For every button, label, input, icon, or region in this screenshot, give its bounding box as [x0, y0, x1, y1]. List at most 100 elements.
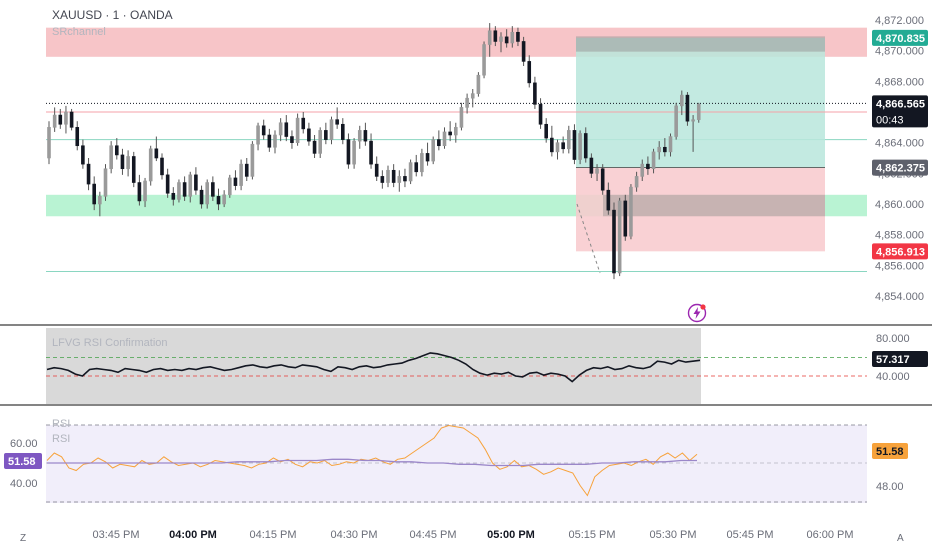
- position-path: [576, 203, 601, 274]
- entry-price-tag-bg[interactable]: [872, 159, 928, 176]
- candle-body: [64, 111, 68, 125]
- candle-body: [346, 139, 351, 165]
- candle-body: [177, 182, 181, 200]
- rsi-left-tick-40: 40.00: [10, 478, 38, 490]
- candle-body: [211, 182, 215, 197]
- rsi-label-2[interactable]: RSI: [52, 433, 71, 445]
- srchannel-label[interactable]: SRchannel: [52, 26, 106, 38]
- candle-body: [357, 130, 362, 142]
- candle-body: [75, 127, 80, 147]
- candle-body: [437, 139, 441, 147]
- time-label: 04:00 PM: [169, 529, 217, 541]
- timezone-button[interactable]: Z: [20, 533, 26, 544]
- stop-price-tag[interactable]: 4,856.913: [876, 246, 925, 258]
- time-label: 05:30 PM: [649, 529, 696, 541]
- price-tick: 4,856.000: [875, 260, 924, 272]
- candle-body: [651, 151, 656, 170]
- candle-body: [165, 174, 170, 194]
- rsi-label-1[interactable]: RSI: [52, 418, 71, 430]
- time-label: 05:45 PM: [726, 529, 773, 541]
- candle-body: [216, 196, 221, 205]
- stop-price-tag-bg[interactable]: [872, 243, 928, 260]
- candle-body: [194, 174, 198, 191]
- candle-body: [160, 157, 164, 176]
- price-tick: 4,870.000: [875, 46, 924, 58]
- candle-body: [171, 192, 176, 200]
- candle-body: [233, 177, 238, 186]
- position-target-zone[interactable]: [576, 37, 825, 168]
- rsi-right-value[interactable]: 51.58: [876, 446, 904, 458]
- current-price-tag[interactable]: 4,866.565: [876, 98, 925, 110]
- rsi-left-value[interactable]: 51.58: [8, 456, 36, 468]
- auto-scale-button[interactable]: A: [897, 533, 904, 544]
- candle-body: [290, 136, 294, 143]
- candle-body: [521, 41, 526, 62]
- rsi-right-tick: 48.00: [876, 481, 904, 493]
- lfvg-value-tag[interactable]: 57.317: [876, 354, 910, 366]
- entry-price-tag[interactable]: 4,862.375: [876, 163, 925, 175]
- candle-body: [629, 186, 633, 237]
- candle-body: [555, 142, 560, 153]
- candle-body: [340, 123, 345, 140]
- candle-body: [228, 177, 232, 196]
- candle-body: [691, 119, 695, 122]
- candle-body: [640, 163, 645, 177]
- candle-body: [98, 196, 102, 205]
- candle-body: [470, 93, 475, 99]
- candle-body: [92, 183, 96, 205]
- alert-bolt-icon[interactable]: [687, 303, 707, 323]
- candle-body: [420, 153, 424, 173]
- rsi-right-value-bg[interactable]: [872, 443, 908, 459]
- candle-body: [453, 127, 458, 136]
- candle-body: [578, 133, 582, 160]
- candle-body: [459, 107, 464, 128]
- candle-body: [685, 94, 690, 122]
- candle-body: [205, 182, 209, 205]
- lfvg-value-tag-bg[interactable]: [872, 351, 928, 367]
- candle-body: [442, 131, 447, 147]
- price-tick: 4,854.000: [875, 291, 924, 303]
- target-price-tag[interactable]: 4,870.835: [876, 33, 925, 45]
- position-overlap-shade: [603, 194, 825, 217]
- lfvg-panel-bg: [46, 328, 701, 404]
- candle-body: [617, 200, 622, 274]
- candle-body: [386, 169, 390, 183]
- candle-body: [696, 104, 701, 120]
- candle-body: [244, 163, 249, 177]
- candle-body: [69, 111, 74, 128]
- rsi-left-value-bg[interactable]: [4, 453, 42, 469]
- candle-body: [329, 119, 334, 140]
- candle-body: [109, 145, 113, 170]
- lfvg-rsi-label[interactable]: LFVG RSI Confirmation: [52, 337, 168, 349]
- candle-body: [566, 130, 571, 150]
- candle-body: [403, 176, 407, 182]
- candle-body: [663, 146, 667, 153]
- candle-body: [307, 128, 311, 142]
- target-price-tag-bg[interactable]: [872, 29, 928, 46]
- candle-body: [465, 97, 469, 108]
- candle-body: [363, 130, 368, 142]
- candle-body: [623, 200, 628, 237]
- current-price-tag-bg[interactable]: [872, 95, 928, 128]
- candle-body: [239, 163, 243, 186]
- rsi-signal-line: [47, 458, 697, 467]
- candle-body: [137, 182, 142, 202]
- candle-body: [47, 127, 51, 159]
- price-tick: 4,872.000: [875, 15, 924, 27]
- candle-body: [267, 134, 272, 148]
- symbol-title[interactable]: XAUUSD · 1 · OANDA: [52, 8, 173, 22]
- position-stop-zone[interactable]: [576, 167, 825, 252]
- candle-body: [634, 176, 639, 188]
- candle-body: [126, 156, 130, 170]
- candle-body: [595, 168, 599, 174]
- candle-body: [295, 117, 300, 143]
- candle-body: [261, 125, 266, 136]
- candle-body: [120, 154, 125, 170]
- candle-body: [58, 114, 63, 125]
- candle-body: [324, 130, 328, 140]
- candle-body: [380, 176, 385, 183]
- candle-body: [250, 143, 255, 177]
- candle-body: [103, 168, 108, 197]
